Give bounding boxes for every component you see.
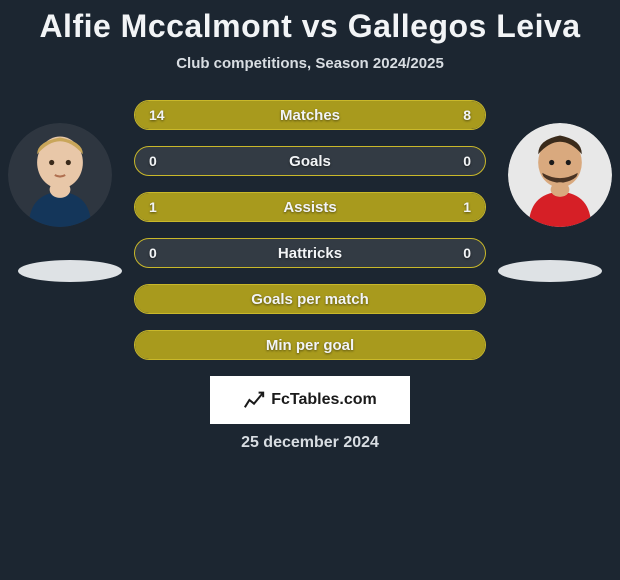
stat-label: Matches	[135, 101, 485, 129]
stat-row: Min per goal	[134, 330, 486, 360]
page-title: Alfie Mccalmont vs Gallegos Leiva	[0, 8, 620, 45]
stat-label: Assists	[135, 193, 485, 221]
stat-row: 00Goals	[134, 146, 486, 176]
stat-label: Min per goal	[135, 331, 485, 359]
stat-bars: 148Matches 00Goals 11Assists 00Hattricks Goa…	[134, 100, 486, 360]
chart-icon	[243, 389, 265, 411]
watermark-text: FcTables.com	[271, 391, 377, 409]
stat-label: Goals	[135, 147, 485, 175]
player-left-shadow	[18, 260, 122, 282]
player-right-avatar	[508, 123, 612, 227]
watermark-badge: FcTables.com	[210, 376, 410, 424]
player-right-shadow	[498, 260, 602, 282]
stat-label: Goals per match	[135, 285, 485, 313]
stat-row: Goals per match	[134, 284, 486, 314]
player-left-avatar	[8, 123, 112, 227]
comparison-infographic: Alfie Mccalmont vs Gallegos Leiva Club c…	[0, 0, 620, 580]
stat-row: 00Hattricks	[134, 238, 486, 268]
stat-row: 148Matches	[134, 100, 486, 130]
subtitle: Club competitions, Season 2024/2025	[0, 55, 620, 72]
avatar-placeholder-icon	[508, 123, 612, 227]
stat-row: 11Assists	[134, 192, 486, 222]
avatar-placeholder-icon	[8, 123, 112, 227]
stat-label: Hattricks	[135, 239, 485, 267]
date-text: 25 december 2024	[0, 434, 620, 452]
